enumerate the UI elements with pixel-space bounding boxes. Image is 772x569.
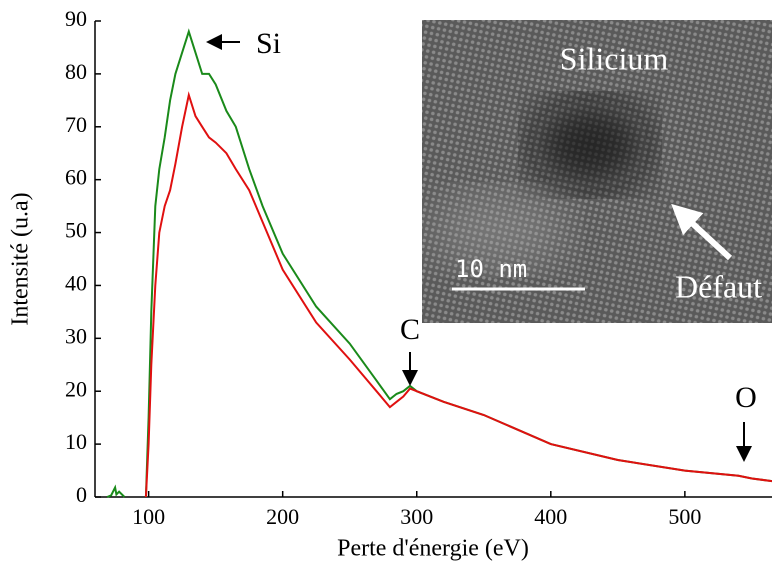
inset-title: Silicium [560, 40, 669, 76]
y-tick-label: 0 [76, 482, 87, 507]
x-axis-title: Perte d'énergie (eV) [337, 536, 529, 562]
light-area [430, 190, 570, 270]
defect-arrow [671, 203, 733, 261]
y-tick-label: 50 [65, 218, 87, 243]
inset-label: Défaut [675, 268, 762, 304]
y-tick-label: 80 [65, 59, 87, 84]
y-tick-label: 90 [65, 6, 87, 31]
y-tick-label: 40 [65, 270, 87, 295]
series-line [144, 91, 772, 498]
x-tick-label: 300 [400, 504, 433, 529]
x-tick-label: 200 [266, 504, 299, 529]
y-tick-label: 20 [65, 376, 87, 401]
x-tick-label: 100 [132, 504, 165, 529]
annotation: C [400, 313, 420, 346]
scale-bar-label: 10 nm [455, 255, 527, 283]
annotation: O [735, 381, 757, 414]
y-tick-label: 60 [65, 165, 87, 190]
inset-image: Silicium 10 nm Défaut [422, 20, 772, 323]
y-axis-title: Intensité (u.a) [8, 192, 34, 325]
y-tick-label: 70 [65, 112, 87, 137]
defect-shadow [530, 100, 650, 190]
x-tick-label: 500 [668, 504, 701, 529]
y-tick-label: 10 [65, 429, 87, 454]
y-tick-label: 30 [65, 323, 87, 348]
annotation: Si [256, 27, 281, 60]
x-tick-label: 400 [534, 504, 567, 529]
